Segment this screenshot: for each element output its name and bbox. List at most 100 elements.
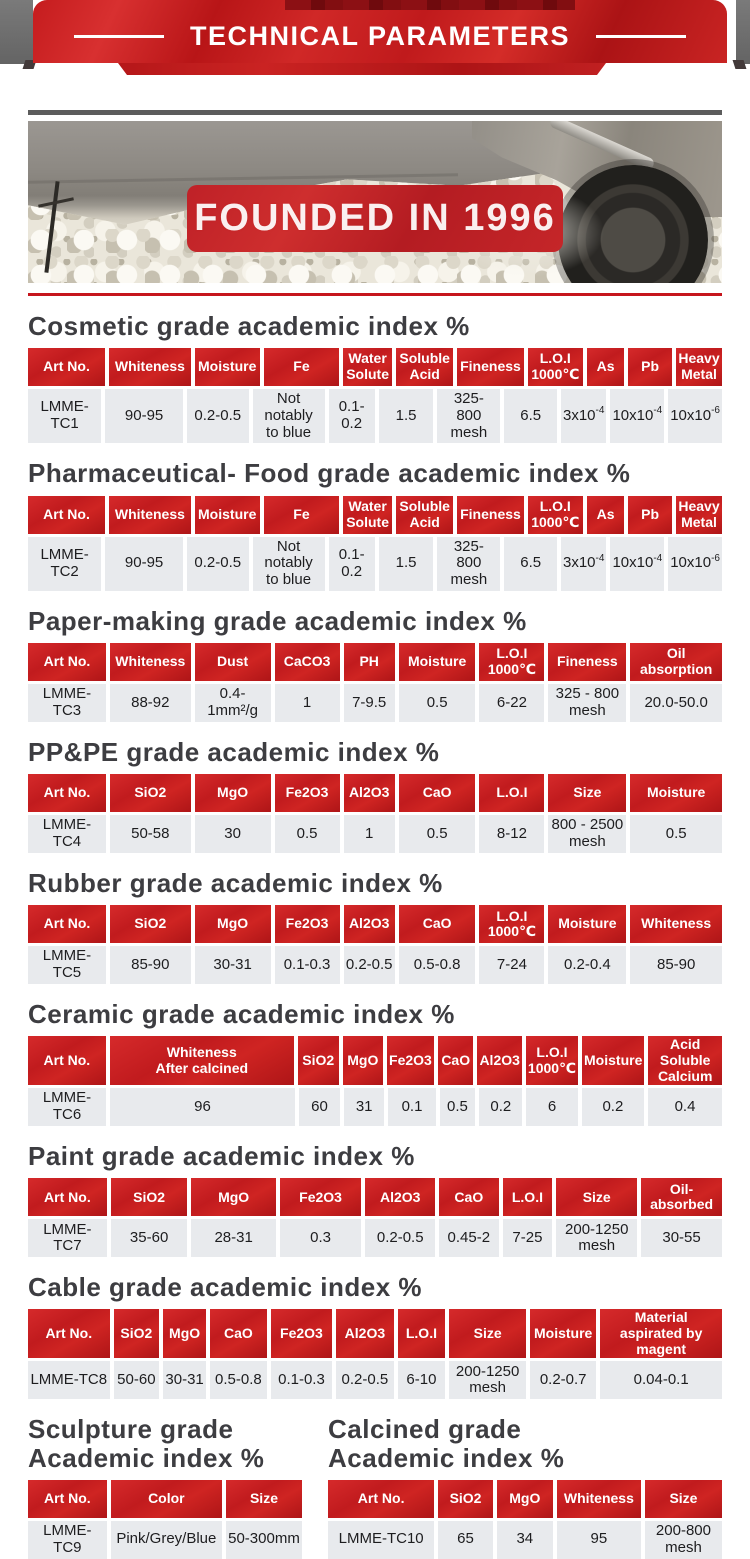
table-cell: 0.4 [648,1088,722,1127]
cell-value: 200-1250 mesh [455,1362,520,1397]
cell-value: 0.2-0.5 [194,554,242,572]
column-header: Whiteness [109,495,191,534]
cell-value: LMME-TC8 [30,1371,108,1389]
section-title: PP&PE grade academic index % [28,737,440,768]
column-header: Art No. [328,1479,435,1518]
column-header: Fe [263,348,340,387]
cell-value: 30 [224,824,241,842]
cell-value: 0.2-0.5 [341,1371,389,1389]
table-cell: LMME-TC4 [28,815,106,854]
corner-gray-left [0,0,37,69]
table-cell: 0.5 [398,684,476,723]
table-cell: 90-95 [105,389,183,444]
table-pp-pe-grade: Art No. SiO2 MgO Fe2O3 Al2O3 CaO L.O.I Size Mois… [28,774,722,854]
table-cell: 50-60 [113,1361,160,1400]
cell-value: 85-90 [131,955,170,973]
table-cell: 0.2 [581,1088,645,1127]
column-header: L.O.I 1000℃ [479,643,545,682]
table-cell: 200-1250 mesh [449,1361,526,1400]
table-header-row: Art No. SiO2 MgO Fe2O3 Al2O3 CaO L.O.I Size Oil-… [28,1178,722,1217]
cell-value: 10x10 [612,406,654,424]
table-row: LMME-TC10 65 34 95 200-800 mesh [328,1520,722,1559]
cell-value: 30-31 [165,1371,204,1389]
table-cell: 325- 800 mesh [437,536,501,591]
column-header: Soluble Acid [395,495,454,534]
column-header: Material aspirated by magent [600,1309,722,1359]
table-cell: 200-800 mesh [644,1520,722,1559]
cell-value: 7-25 [512,1228,543,1246]
table-header-row: Art No. Whiteness Dust CaCO3 PH Moisture L.O.I… [28,643,722,682]
column-header: Art No. [28,348,106,387]
cell-value: 85-90 [656,955,696,973]
cell-value: 0.2-0.5 [194,406,242,424]
cell-value: 50-60 [117,1371,156,1389]
banner-ribbon: TECHNICAL PARAMETERS [33,0,727,63]
table-cell: 31 [344,1088,385,1127]
cell-value: 31 [355,1097,373,1115]
column-header: Fe2O3 [274,774,340,813]
cell-value: 96 [194,1097,211,1115]
table-cell: 95 [556,1520,641,1559]
hero-photo: FOUNDED IN 1996 [28,121,722,283]
table-cell: 28-31 [191,1219,276,1258]
cell-value: 3x10 [563,554,596,572]
column-header: SiO2 [113,1309,160,1359]
table-cell: 0.2-0.5 [365,1219,436,1258]
cell-value: 0.4 [674,1097,696,1115]
table-cell: LMME-TC1 [28,389,102,444]
founded-text: FOUNDED IN 1996 [194,197,556,239]
cell-value: 325- 800 mesh [450,390,488,441]
section-cosmetic-grade: Cosmetic grade academic index % Art No. W… [28,312,722,444]
cell-value: 0.2-0.5 [376,1228,424,1246]
section-paper-making-grade: Paper-making grade academic index % Art … [28,607,722,723]
cell-value: LMME-TC6 [42,1089,92,1124]
column-header: L.O.I 1000℃ [525,1036,579,1086]
cell-value: LMME-TC2 [40,545,89,580]
table-cell: Pink/Grey/Blue [110,1520,222,1559]
cell-value: 0.2 [490,1097,512,1115]
cell-value: 6.5 [520,406,542,424]
cell-value: 7-9.5 [352,693,387,711]
cell-value: 0.1-0.2 [338,398,365,433]
column-header: Art No. [28,774,106,813]
section-title: Rubber grade academic index % [28,868,443,899]
column-header: L.O.I 1000℃ [479,905,545,944]
table-cell: 0.04-0.1 [600,1361,722,1400]
cell-value: LMME-TC1 [40,398,89,433]
cell-exponent: -6 [711,552,720,564]
section-title: Pharmaceutical- Food grade academic inde… [28,458,631,489]
column-header: Size [449,1309,526,1359]
cell-exponent: -4 [595,552,605,564]
table-cell: 50-300mm [225,1520,302,1559]
cell-value: LMME-TC10 [338,1530,424,1548]
table-calcined-grade: Art No. SiO2 MgO Whiteness Size LMME-TC10 65 34… [328,1479,722,1559]
table-cell: Not notably to blue [252,536,325,591]
column-header: Whiteness [109,348,191,387]
table-cell: 0.5 [274,815,340,854]
table-cell: 85-90 [109,946,191,985]
column-header: As [586,348,625,387]
table-cell: 30-55 [641,1219,722,1258]
column-header: Water Solute [343,348,392,387]
column-header: MgO [191,1178,276,1217]
section-divider-gray [28,110,722,115]
column-header: Fineness [548,643,627,682]
cell-value: 0.5 [426,693,448,711]
column-header: MgO [163,1309,207,1359]
table-row: LMME-TC6 96 60 31 0.1 0.5 0.2 6 0.2 0.4 [28,1088,722,1127]
column-header: Moisture [194,348,260,387]
column-header: Oil absorption [630,643,722,682]
table-header-row: Art No. SiO2 MgO Fe2O3 Al2O3 CaO L.O.I 1000℃ Mo… [28,905,722,944]
column-header: SiO2 [110,1178,188,1217]
cell-value: Not notably to blue [264,390,313,441]
column-header: Al2O3 [336,1309,394,1359]
cell-value: 0.2-0.5 [345,955,393,973]
table-cell: 0.2-0.4 [548,946,627,985]
cell-value: 325 - 800 mesh [555,685,620,720]
section-title: Calcined grade Academic index % [328,1414,565,1473]
column-header: Pb [628,495,673,534]
column-header: Fe [263,495,340,534]
table-cell: 0.2-0.5 [186,536,249,591]
table-cell: 7-25 [502,1219,553,1258]
